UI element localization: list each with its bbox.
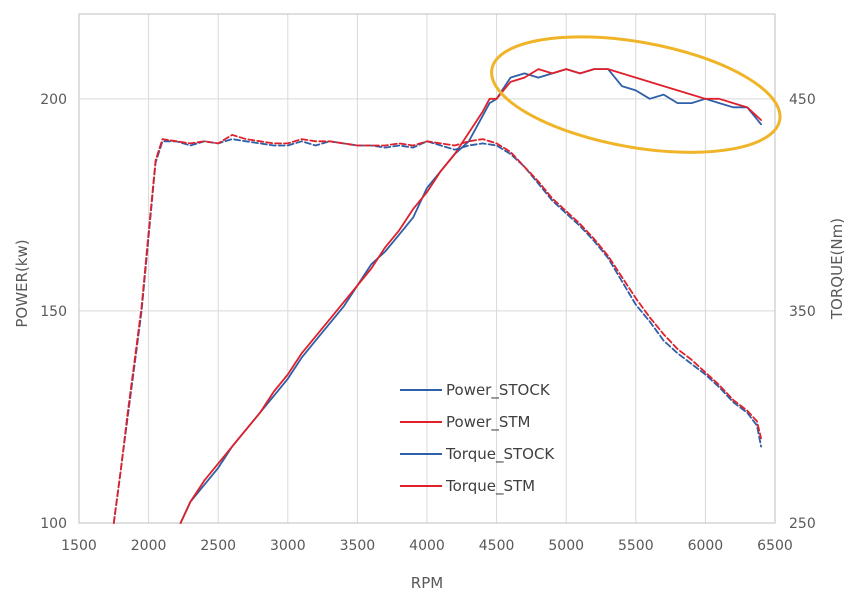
x-tick-label: 5500 [618,538,654,554]
legend-label: Torque_STOCK [445,445,555,464]
series-line-torque-stock [112,138,762,524]
legend: Power_STOCK Power_STM Torque_STOCK Torque_S… [400,381,555,496]
grid [78,14,776,524]
x-tick-label: 6500 [757,538,793,554]
legend-label: Power_STM [446,413,530,432]
right-tick-label: 450 [789,92,816,108]
x-tick-label: 3000 [270,538,306,554]
x-tick-label: 4000 [409,538,445,554]
series-line-power-stock [179,68,762,524]
series-line-power-stm [179,68,762,524]
right-axis-title: TORQUE(Nm) [828,218,846,320]
legend-label: Torque_STM [445,477,535,496]
series-line-torque-stm [112,133,762,524]
legend-label: Power_STOCK [446,381,551,400]
plot-area [78,13,776,524]
x-tick-label: 3500 [340,538,376,554]
highlight-ellipse [490,35,782,154]
left-axis-ticks: 100 150 200 [40,92,67,532]
x-tick-label: 1500 [61,538,97,554]
right-axis-ticks: 250 350 450 [789,92,816,532]
x-axis-title: RPM [411,574,443,592]
left-tick-label: 100 [40,516,67,532]
x-tick-label: 6000 [688,538,724,554]
x-tick-label: 2000 [131,538,167,554]
x-axis-ticks: 1500 2000 2500 3000 3500 4000 4500 5000 5500 6000… [61,538,793,554]
x-tick-label: 2500 [200,538,236,554]
left-tick-label: 200 [40,92,67,108]
series-lines [112,68,762,524]
x-tick-label: 5000 [548,538,584,554]
left-axis-title: POWER(kw) [13,239,31,327]
right-tick-label: 250 [789,516,816,532]
x-tick-label: 4500 [479,538,515,554]
right-tick-label: 350 [789,304,816,320]
left-tick-label: 150 [40,304,67,320]
